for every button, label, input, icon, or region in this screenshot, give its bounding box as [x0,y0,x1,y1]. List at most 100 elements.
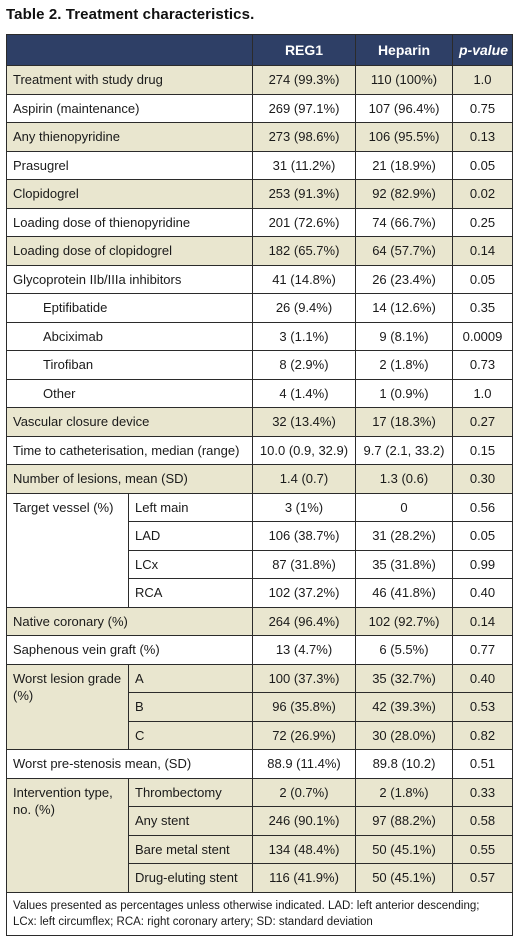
sub-label: Bare metal stent [128,834,253,864]
reg1-value: 72 (26.9%) [252,720,356,750]
table-row: Aspirin (maintenance) 269 (97.1%) 107 (9… [6,93,513,123]
sub-label: Thrombectomy [128,777,253,807]
reg1-value: 106 (38.7%) [252,521,356,551]
p-value: 0.99 [452,549,513,579]
table-row: Vascular closure device 32 (13.4%) 17 (1… [6,407,513,437]
row-label: Abciximab [6,321,253,351]
p-value: 0.33 [452,777,513,807]
table-row: Drug-eluting stent 116 (41.9%) 50 (45.1%… [7,863,513,893]
reg1-value: 96 (35.8%) [252,692,356,722]
heparin-value: 1 (0.9%) [355,378,453,408]
p-value: 0.57 [452,863,513,893]
reg1-value: 31 (11.2%) [252,150,356,180]
reg1-value: 264 (96.4%) [252,606,356,636]
p-value: 0.73 [452,350,513,380]
heparin-value: 64 (57.7%) [355,236,453,266]
p-value: 0.35 [452,293,513,323]
reg1-value: 274 (99.3%) [252,65,356,95]
group-label-target-vessel: Target vessel (%) [6,492,129,608]
p-value: 0.77 [452,635,513,665]
reg1-value: 3 (1.1%) [252,321,356,351]
table-row: Other 4 (1.4%) 1 (0.9%) 1.0 [6,378,513,408]
heparin-value: 30 (28.0%) [355,720,453,750]
table-row: Loading dose of thienopyridine 201 (72.6… [6,207,513,237]
heparin-value: 17 (18.3%) [355,407,453,437]
table-row: Prasugrel 31 (11.2%) 21 (18.9%) 0.05 [6,150,513,180]
p-value: 0.27 [452,407,513,437]
table-row: Worst pre-stenosis mean, (SD) 88.9 (11.4… [6,749,513,779]
table-row: Time to catheterisation, median (range) … [6,435,513,465]
table-row: LAD 106 (38.7%) 31 (28.2%) 0.05 [7,521,513,551]
p-value: 0.51 [452,749,513,779]
reg1-value: 13 (4.7%) [252,635,356,665]
p-value: 0.82 [452,720,513,750]
p-value: 0.13 [452,122,513,152]
heparin-value: 46 (41.8%) [355,578,453,608]
table-row: Worst lesion grade (%) A 100 (37.3%) 35 … [6,663,513,750]
reg1-value: 246 (90.1%) [252,806,356,836]
heparin-value: 14 (12.6%) [355,293,453,323]
table-title: Table 2. Treatment characteristics. [6,6,255,23]
heparin-value: 6 (5.5%) [355,635,453,665]
sub-label: A [128,663,253,693]
reg1-value: 3 (1%) [252,492,356,522]
reg1-value: 88.9 (11.4%) [252,749,356,779]
table-row: Bare metal stent 134 (48.4%) 50 (45.1%) … [7,834,513,864]
table-row: C 72 (26.9%) 30 (28.0%) 0.82 [7,720,513,750]
heparin-value: 42 (39.3%) [355,692,453,722]
sub-label: Left main [128,492,253,522]
heparin-value: 107 (96.4%) [355,93,453,123]
heparin-value: 102 (92.7%) [355,606,453,636]
treatment-table: REG1 Heparin p-value Treatment with stud… [6,34,513,936]
row-label: Vascular closure device [6,407,253,437]
sub-label: B [128,692,253,722]
table-row: Eptifibatide 26 (9.4%) 14 (12.6%) 0.35 [6,293,513,323]
row-label: Time to catheterisation, median (range) [6,435,253,465]
row-label: Glycoprotein IIb/IIIa inhibitors [6,264,253,294]
header-blank [6,34,253,66]
table-row: Intervention type, no. (%) Thrombectomy … [6,777,513,893]
sub-label: RCA [128,578,253,608]
p-value: 0.05 [452,521,513,551]
row-label: Aspirin (maintenance) [6,93,253,123]
row-label: Loading dose of clopidogrel [6,236,253,266]
reg1-value: 102 (37.2%) [252,578,356,608]
sub-label: C [128,720,253,750]
row-label: Eptifibatide [6,293,253,323]
table-footnote: Values presented as percentages unless o… [6,891,513,936]
reg1-value: 32 (13.4%) [252,407,356,437]
row-label: Number of lesions, mean (SD) [6,464,253,494]
group-label-intervention: Intervention type, no. (%) [6,777,129,893]
p-value: 0.53 [452,692,513,722]
reg1-value: 41 (14.8%) [252,264,356,294]
row-label: Native coronary (%) [6,606,253,636]
reg1-value: 116 (41.9%) [252,863,356,893]
sub-label: LAD [128,521,253,551]
p-value: 0.56 [452,492,513,522]
heparin-value: 0 [355,492,453,522]
table-row: Any thienopyridine 273 (98.6%) 106 (95.5… [6,122,513,152]
footnote-row: Values presented as percentages unless o… [6,891,513,936]
heparin-value: 110 (100%) [355,65,453,95]
header-pvalue: p-value [452,34,513,66]
heparin-value: 74 (66.7%) [355,207,453,237]
row-label: Treatment with study drug [6,65,253,95]
heparin-value: 92 (82.9%) [355,179,453,209]
p-value: 0.30 [452,464,513,494]
p-value: 0.02 [452,179,513,209]
heparin-value: 9 (8.1%) [355,321,453,351]
row-label: Clopidogrel [6,179,253,209]
p-value: 0.40 [452,663,513,693]
reg1-value: 134 (48.4%) [252,834,356,864]
table-row: Native coronary (%) 264 (96.4%) 102 (92.… [6,606,513,636]
header-reg1: REG1 [252,34,356,66]
row-label: Prasugrel [6,150,253,180]
p-value: 0.15 [452,435,513,465]
p-value: 0.55 [452,834,513,864]
heparin-value: 2 (1.8%) [355,777,453,807]
heparin-value: 2 (1.8%) [355,350,453,380]
row-label: Any thienopyridine [6,122,253,152]
table-row: Tirofiban 8 (2.9%) 2 (1.8%) 0.73 [6,350,513,380]
p-value: 0.40 [452,578,513,608]
group-label-worst-lesion: Worst lesion grade (%) [6,663,129,750]
